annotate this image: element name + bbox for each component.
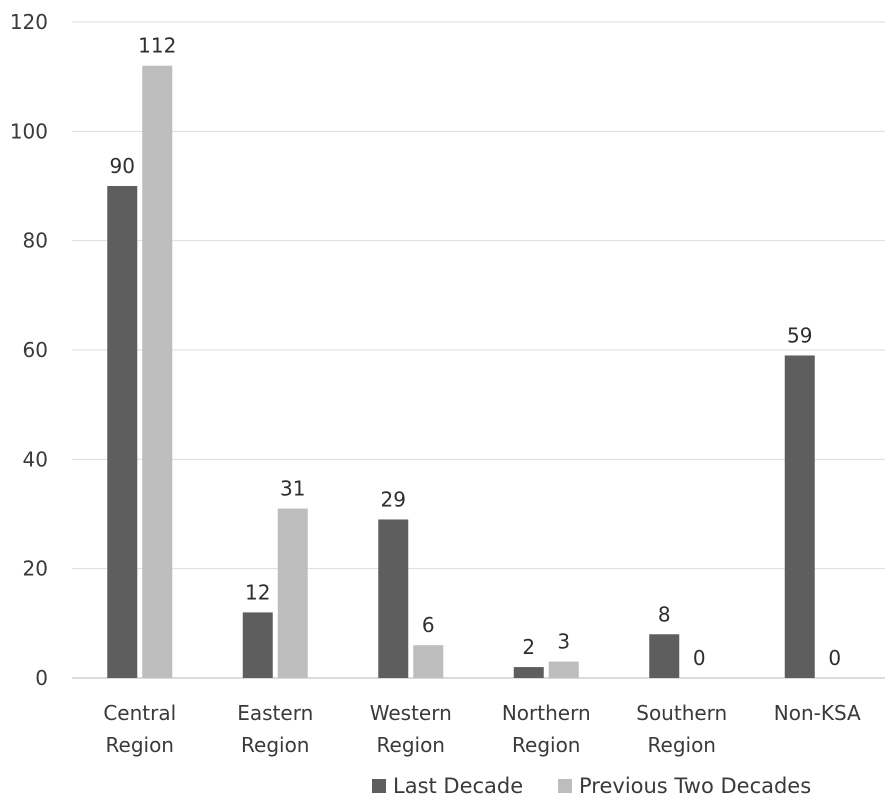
- data-label: 0: [828, 646, 841, 670]
- data-label: 6: [422, 613, 435, 637]
- data-label: 3: [557, 630, 570, 654]
- legend-swatch: [372, 779, 386, 793]
- data-label: 112: [138, 34, 176, 58]
- y-tick-label: 40: [23, 447, 48, 471]
- data-label: 90: [110, 154, 135, 178]
- data-label: 8: [658, 602, 671, 626]
- y-tick-label: 60: [23, 338, 48, 362]
- data-label: 12: [245, 580, 270, 604]
- x-category-label: Non-KSA: [774, 701, 861, 725]
- bar: [784, 355, 815, 678]
- y-tick-label: 80: [23, 229, 48, 253]
- x-category-label: Region: [106, 733, 174, 757]
- bar: [378, 519, 409, 678]
- y-tick-label: 20: [23, 557, 48, 581]
- legend-label: Last Decade: [393, 774, 523, 798]
- gridlines: [72, 21, 885, 679]
- legend-label: Previous Two Decades: [579, 774, 811, 798]
- bar: [413, 645, 444, 678]
- x-category-label: Central: [103, 701, 176, 725]
- data-label: 31: [280, 477, 305, 501]
- x-category-label: Region: [648, 733, 716, 757]
- bar: [513, 667, 544, 678]
- x-category-label: Region: [512, 733, 580, 757]
- data-label: 29: [381, 487, 406, 511]
- data-label: 2: [522, 635, 535, 659]
- bar: [107, 186, 138, 678]
- y-tick-label: 0: [35, 666, 48, 690]
- bar: [277, 508, 308, 678]
- legend-swatch: [558, 779, 572, 793]
- legend: Last Decade Previous Two Decades: [372, 774, 811, 798]
- x-category-label: Western: [370, 701, 452, 725]
- data-label: 59: [787, 323, 812, 347]
- bar: [548, 661, 579, 678]
- data-label: 0: [693, 646, 706, 670]
- bar: [649, 634, 680, 678]
- x-category-label: Northern: [502, 701, 591, 725]
- x-axis-categories: Central Region Eastern Region Western Region N…: [103, 701, 861, 757]
- x-category-label: Region: [241, 733, 309, 757]
- bars: [107, 65, 815, 678]
- x-category-label: Southern: [636, 701, 727, 725]
- x-category-label: Eastern: [237, 701, 313, 725]
- y-axis-ticks: 0 20 40 60 80 100 120: [10, 10, 48, 690]
- bar: [142, 65, 173, 678]
- bar: [242, 612, 273, 678]
- y-tick-label: 120: [10, 10, 48, 34]
- x-category-label: Region: [377, 733, 445, 757]
- y-tick-label: 100: [10, 119, 48, 143]
